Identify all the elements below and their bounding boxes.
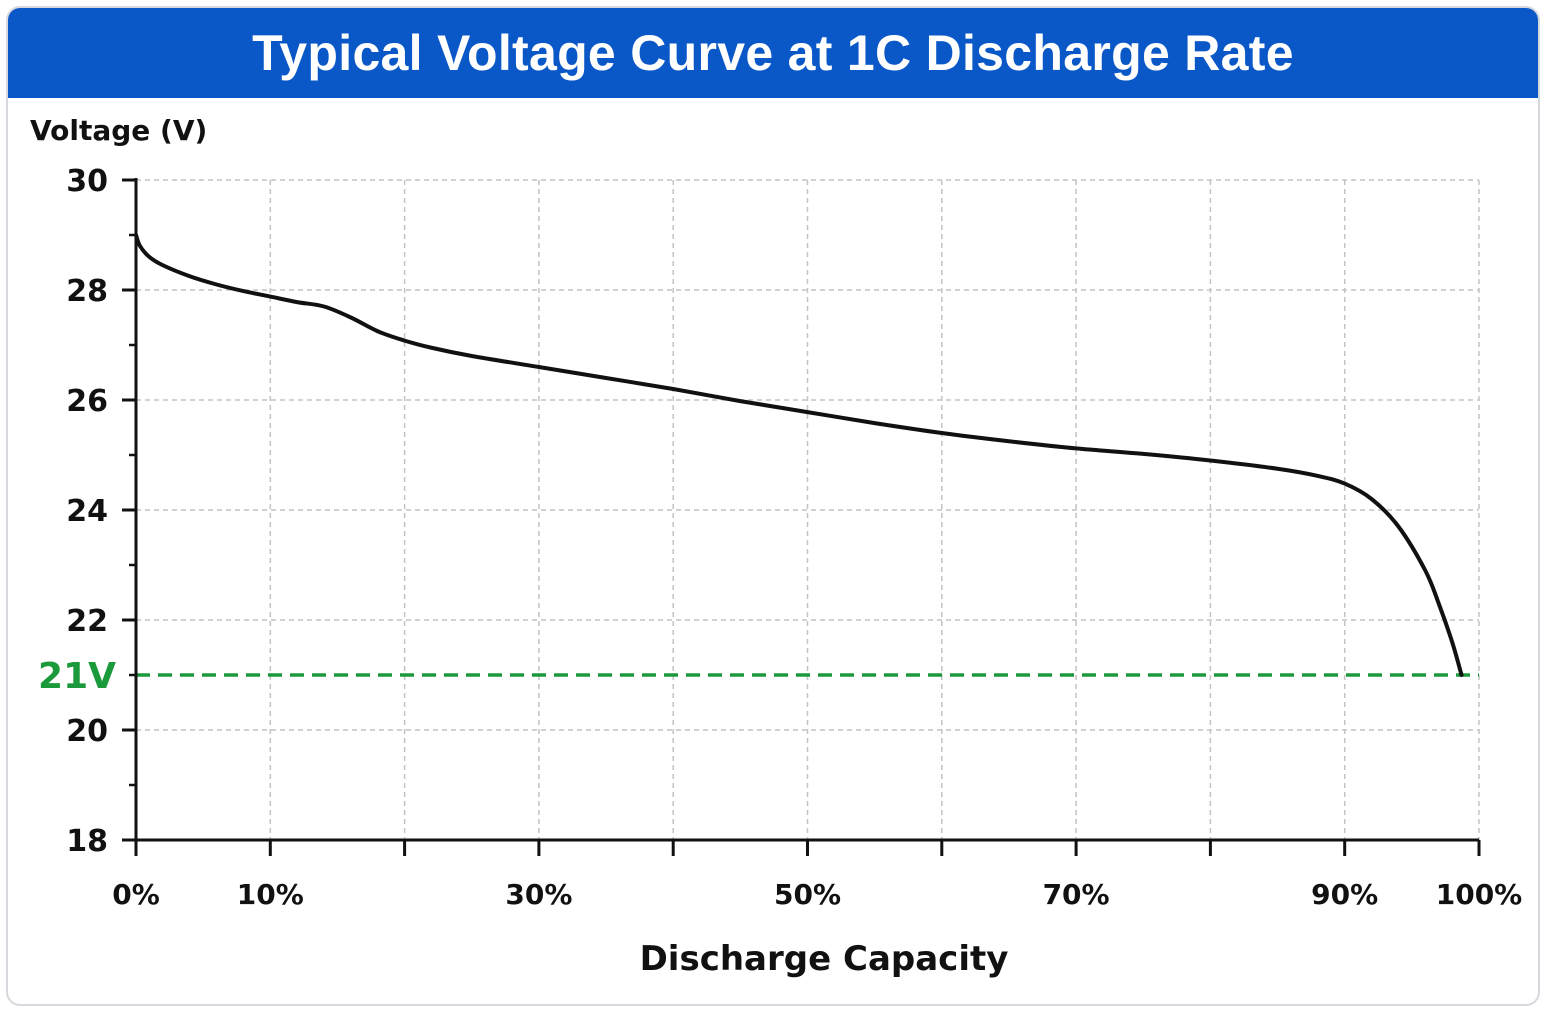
- cutoff-label: 21V: [38, 656, 116, 697]
- series-layer: [134, 233, 1464, 677]
- y-tick-label: 18: [66, 824, 108, 859]
- x-tick-label: 0%: [112, 878, 160, 911]
- chart-title: Typical Voltage Curve at 1C Discharge Ra…: [252, 25, 1294, 81]
- grid: [136, 179, 1480, 840]
- title-bar: Typical Voltage Curve at 1C Discharge Ra…: [8, 8, 1538, 98]
- voltage-curve: [134, 233, 1464, 677]
- y-tick-label: 28: [66, 274, 108, 309]
- y-tick-label: 30: [66, 164, 108, 199]
- y-tick-label: 24: [66, 494, 108, 529]
- y-tick-label: 26: [66, 384, 108, 419]
- x-tick-label: 10%: [237, 878, 304, 911]
- x-tick-label: 50%: [774, 878, 841, 911]
- y-tick-label: 22: [66, 604, 108, 639]
- x-tick-label: 100%: [1436, 878, 1523, 911]
- x-tick-label: 90%: [1311, 878, 1378, 911]
- x-tick-label: 30%: [505, 878, 572, 911]
- axes: [122, 178, 1481, 856]
- cutoff-reference: 21V: [38, 656, 1479, 697]
- y-axis-title: Voltage (V): [30, 114, 207, 147]
- x-axis-title: Discharge Capacity: [640, 939, 1009, 979]
- labels: Voltage (V) Discharge Capacity 18 20 22 24 2…: [30, 114, 1522, 979]
- x-tick-label: 70%: [1043, 878, 1110, 911]
- y-tick-label: 20: [66, 714, 108, 749]
